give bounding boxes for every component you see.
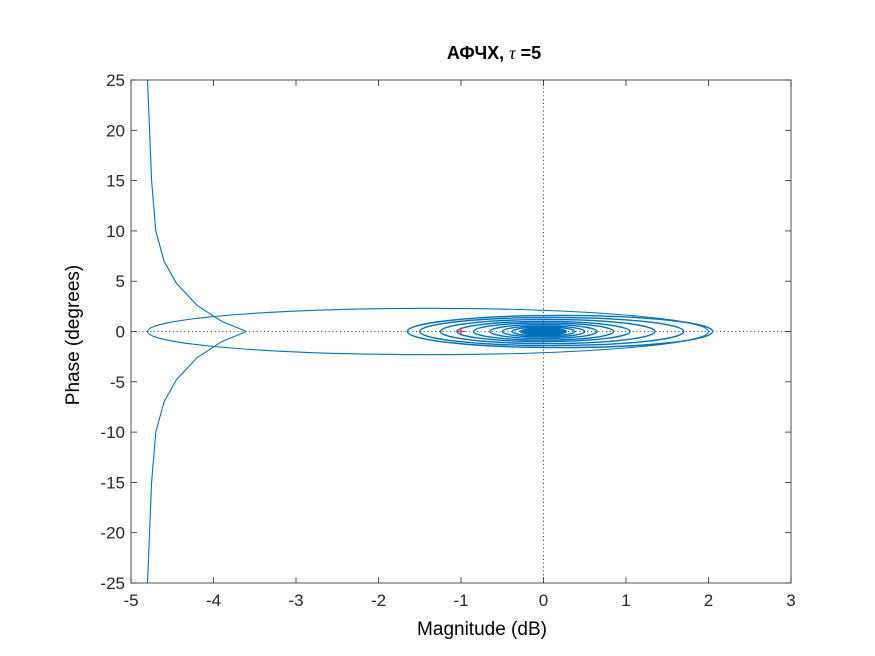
series-core-loop xyxy=(540,330,547,333)
x-tick-label: 0 xyxy=(539,591,548,610)
y-tick-label: 15 xyxy=(106,172,125,191)
series-loop xyxy=(472,322,615,341)
series-loop xyxy=(146,307,710,356)
x-axis-ticks: -5 -4 -3 -2 -1 0 1 2 3 xyxy=(123,80,796,610)
y-tick-label: -25 xyxy=(100,574,125,593)
y-tick-label: -10 xyxy=(100,423,125,442)
y-tick-label: 10 xyxy=(106,222,125,241)
y-tick-label: 0 xyxy=(116,323,125,342)
series-dense-core xyxy=(521,327,566,336)
x-tick-label: -2 xyxy=(371,591,386,610)
x-tick-label: -1 xyxy=(453,591,468,610)
y-tick-label: 20 xyxy=(106,121,125,140)
x-tick-label: -5 xyxy=(123,591,138,610)
y-axis-label: Phase (degrees) xyxy=(63,265,84,405)
series-loop xyxy=(501,325,586,338)
x-tick-label: 3 xyxy=(786,591,795,610)
series-curves xyxy=(146,79,714,584)
title-tau-symbol: τ xyxy=(509,43,516,63)
y-tick-label: -5 xyxy=(110,373,125,392)
x-tick-label: -4 xyxy=(206,591,221,610)
y-tick-label: 5 xyxy=(116,272,125,291)
x-tick-label: -3 xyxy=(288,591,303,610)
series-loop xyxy=(419,316,685,347)
y-tick-label: 25 xyxy=(106,71,125,90)
series-branch-lower xyxy=(146,330,247,584)
series-branch-upper xyxy=(146,79,247,333)
series-loop xyxy=(456,320,631,343)
x-tick-label: 1 xyxy=(621,591,630,610)
x-axis-label: Magnitude (dB) xyxy=(417,619,547,640)
title-prefix: АФЧХ, xyxy=(447,43,504,63)
y-tick-label: -20 xyxy=(100,524,125,543)
critical-point-marker xyxy=(457,327,465,336)
x-tick-label: 2 xyxy=(704,591,713,610)
chart-title: АФЧХ, τ =5 xyxy=(447,43,541,63)
series-loop xyxy=(406,314,714,349)
series-loop xyxy=(439,318,656,345)
series-loop xyxy=(489,323,598,340)
series-loop xyxy=(511,326,576,337)
title-value: =5 xyxy=(521,43,542,63)
y-tick-label: -15 xyxy=(100,473,125,492)
y-axis-ticks: -25 -20 -15 -10 -5 0 5 10 15 20 25 xyxy=(100,71,791,593)
